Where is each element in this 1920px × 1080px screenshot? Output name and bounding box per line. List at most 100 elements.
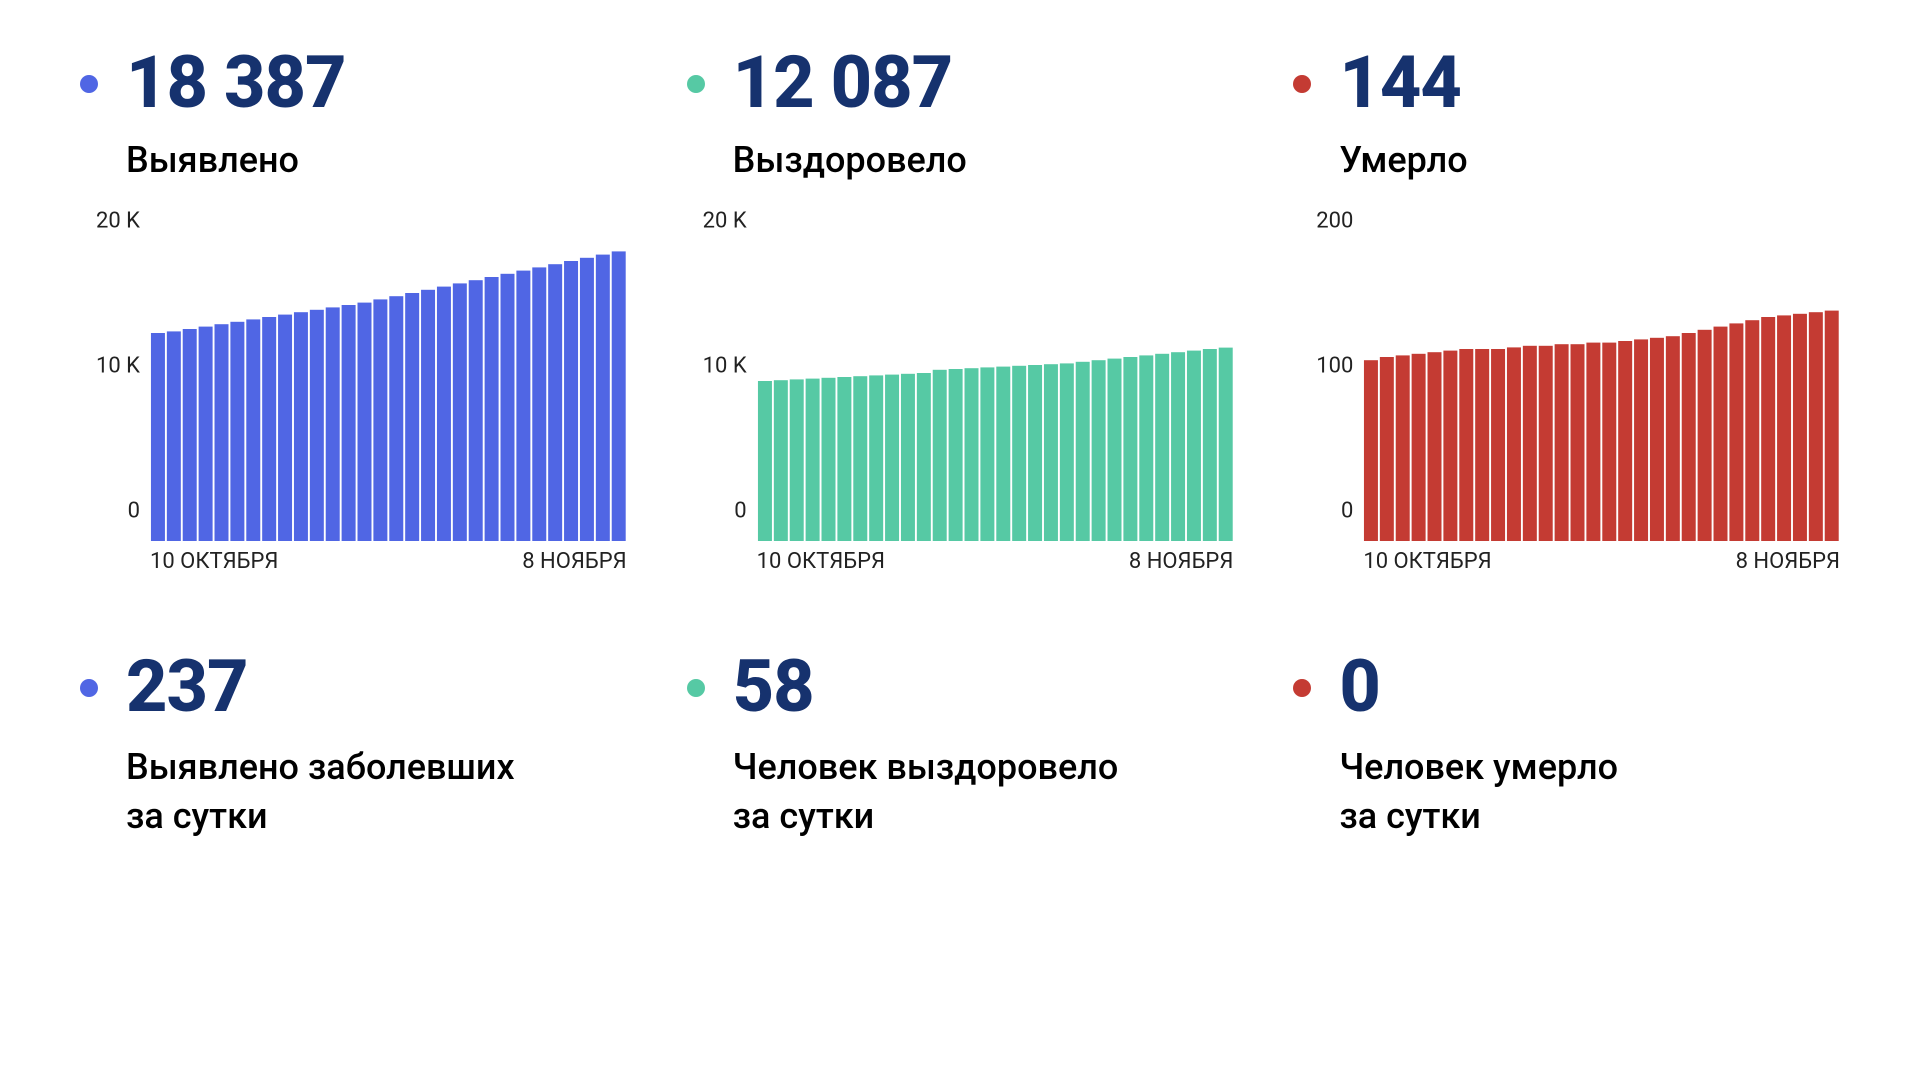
- bar: [564, 261, 578, 541]
- y-tick: 20 K: [96, 209, 140, 234]
- bar: [1364, 360, 1378, 541]
- bar: [1460, 349, 1474, 541]
- y-tick: 0: [1341, 499, 1353, 524]
- bar: [1714, 327, 1728, 541]
- bar: [485, 277, 499, 541]
- bar: [1396, 355, 1410, 541]
- bar: [358, 303, 372, 541]
- bar: [1491, 349, 1505, 541]
- bar: [1619, 341, 1633, 541]
- y-axis-ticks: 010 K20 K: [687, 221, 757, 511]
- bar-chart: [150, 221, 627, 541]
- bar: [469, 280, 483, 541]
- y-tick: 100: [1316, 354, 1353, 379]
- bar: [932, 370, 946, 541]
- metric-label-line1: Человек умерло: [1339, 743, 1840, 792]
- bar: [1091, 360, 1105, 541]
- bar: [1777, 315, 1791, 541]
- y-tick: 10 K: [96, 354, 140, 379]
- bar: [548, 264, 562, 541]
- bar: [183, 329, 197, 541]
- y-axis-ticks: 010 K20 K: [80, 221, 150, 511]
- bar: [774, 380, 788, 541]
- bar: [1428, 352, 1442, 541]
- bar: [1060, 363, 1074, 541]
- y-tick: 10 K: [703, 354, 747, 379]
- bar: [1075, 362, 1089, 541]
- bar: [996, 367, 1010, 541]
- metric-value: 0: [1339, 644, 1380, 729]
- metric-value: 12 087: [733, 40, 953, 125]
- metric-label: Выявлено заболевшихза сутки: [126, 743, 627, 840]
- bar: [230, 322, 244, 541]
- stat-panel-detected: 18 387Выявлено010 K20 K10 ОКТЯБРЯ8 НОЯБР…: [80, 40, 627, 574]
- x-start-label: 10 ОКТЯБРЯ: [1363, 549, 1491, 574]
- metric-header: 12 087: [687, 40, 1234, 125]
- bar: [580, 258, 594, 541]
- bar: [1444, 351, 1458, 541]
- metric-label-line2: за сутки: [1339, 792, 1840, 841]
- bar-chart: [1363, 221, 1840, 541]
- bar: [1523, 346, 1537, 541]
- metric-header: 144: [1293, 40, 1840, 125]
- chart-area: 0100200: [1293, 221, 1840, 541]
- bar: [1187, 351, 1201, 541]
- bar: [789, 379, 803, 541]
- bar: [532, 267, 546, 541]
- bar: [917, 373, 931, 541]
- metric-header: 0: [1293, 644, 1840, 729]
- bar: [1476, 349, 1490, 541]
- color-dot-icon: [687, 75, 705, 93]
- metric-value: 144: [1339, 40, 1461, 125]
- bar: [167, 331, 181, 541]
- metric-header: 18 387: [80, 40, 627, 125]
- x-end-label: 8 НОЯБРЯ: [1129, 549, 1233, 574]
- y-tick: 20 K: [703, 209, 747, 234]
- y-axis-ticks: 0100200: [1293, 221, 1363, 511]
- daily-panel-detected_daily: 237 Выявлено заболевшихза сутки: [80, 644, 627, 840]
- chart-area: 010 K20 K: [687, 221, 1234, 541]
- bar: [1809, 312, 1823, 541]
- bar: [199, 327, 213, 541]
- x-axis: 10 ОКТЯБРЯ8 НОЯБРЯ: [80, 549, 627, 574]
- bar: [516, 271, 530, 541]
- color-dot-icon: [687, 679, 705, 697]
- color-dot-icon: [1293, 679, 1311, 697]
- bar: [758, 381, 772, 541]
- bar: [1587, 343, 1601, 541]
- y-tick: 0: [734, 499, 746, 524]
- bar: [246, 319, 260, 541]
- bar: [1634, 339, 1648, 541]
- metric-label-line1: Человек выздоровело: [733, 743, 1234, 792]
- bar: [1746, 320, 1760, 541]
- metric-label: Выздоровело: [733, 139, 1234, 181]
- bar: [1380, 357, 1394, 541]
- bar: [1793, 314, 1807, 541]
- x-axis: 10 ОКТЯБРЯ 8 НОЯБРЯ: [1293, 549, 1840, 574]
- y-tick: 0: [128, 499, 140, 524]
- x-start-label: 10 ОКТЯБРЯ: [150, 549, 278, 574]
- bar: [373, 299, 387, 541]
- bar: [310, 310, 324, 541]
- bar: [1203, 349, 1217, 541]
- x-end-label: 8 НОЯБРЯ: [1736, 549, 1840, 574]
- bar: [1730, 323, 1744, 541]
- bar: [964, 368, 978, 541]
- color-dot-icon: [1293, 75, 1311, 93]
- bar: [1555, 344, 1569, 541]
- bar: [837, 377, 851, 541]
- bar: [980, 367, 994, 541]
- bar: [1171, 352, 1185, 541]
- metric-label: Человек выздоровелоза сутки: [733, 743, 1234, 840]
- bar: [869, 375, 883, 541]
- metric-label: Человек умерлоза сутки: [1339, 743, 1840, 840]
- bar: [421, 290, 435, 541]
- bar: [501, 274, 515, 541]
- bar: [1539, 346, 1553, 541]
- bar: [1139, 355, 1153, 541]
- metric-value: 237: [126, 644, 248, 729]
- bar: [805, 379, 819, 541]
- bar: [1762, 317, 1776, 541]
- bar: [1507, 347, 1521, 541]
- bar: [294, 312, 308, 541]
